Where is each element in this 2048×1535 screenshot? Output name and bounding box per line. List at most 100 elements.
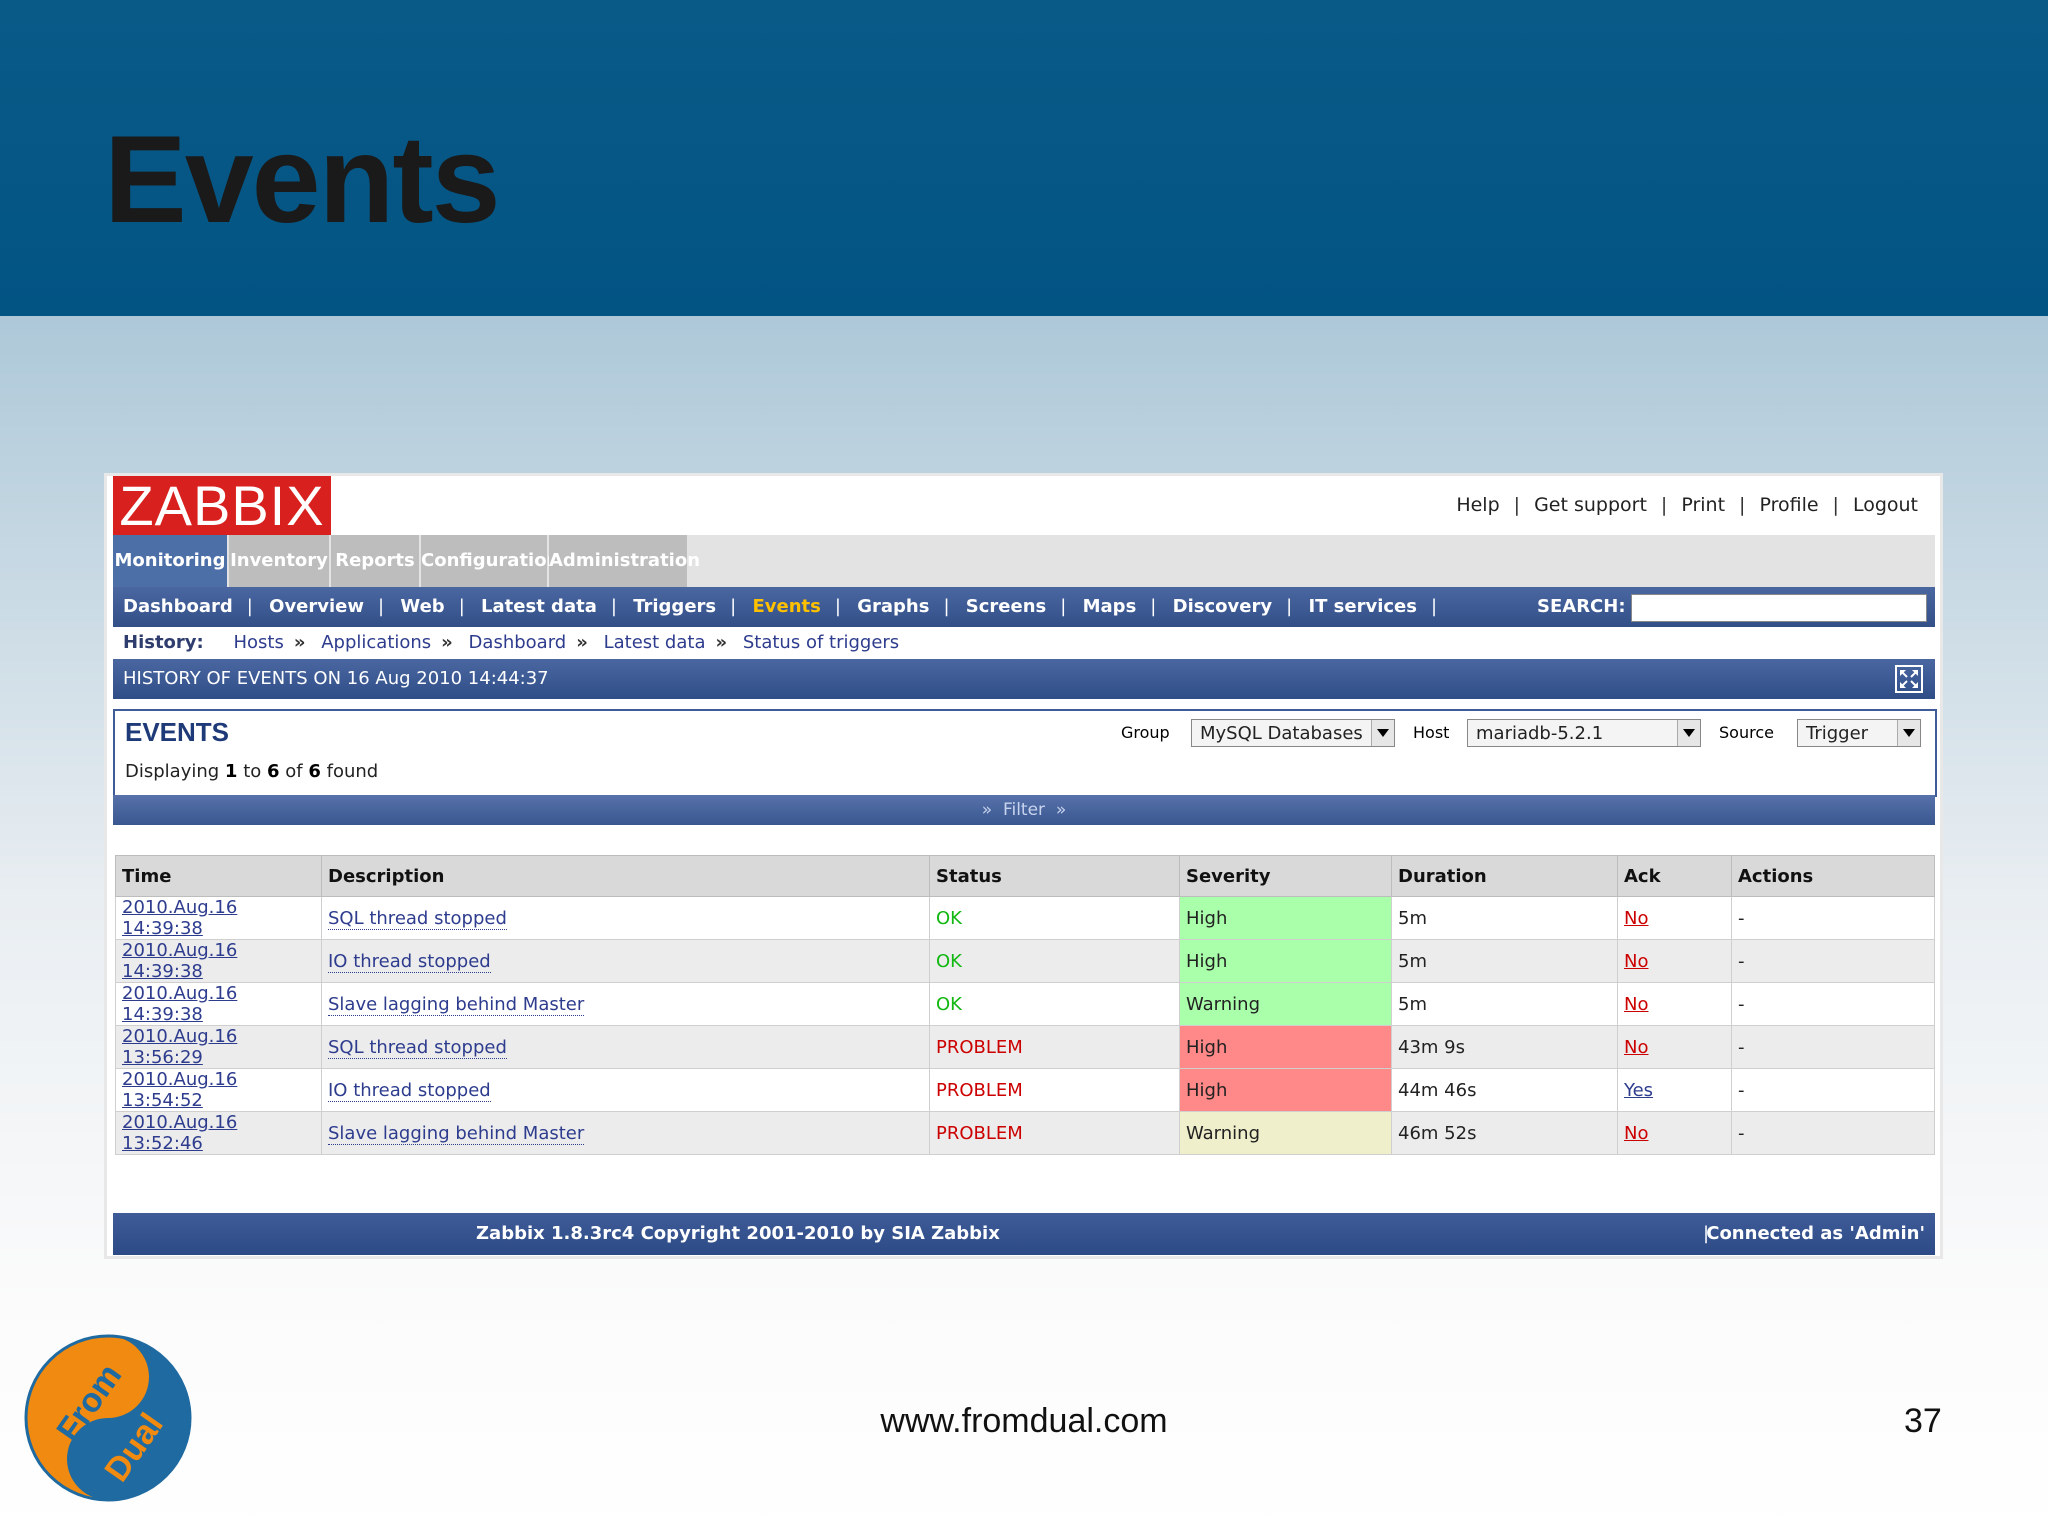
app-footer: Zabbix 1.8.3rc4 Copyright 2001-2010 by S…: [113, 1213, 1935, 1255]
event-time-link[interactable]: 2010.Aug.16 13:56:29: [122, 1026, 238, 1068]
event-time-link[interactable]: 2010.Aug.16 13:54:52: [122, 1069, 238, 1111]
table-row: 2010.Aug.16 13:52:46 Slave lagging behin…: [115, 1111, 1935, 1155]
slide-header: Events: [0, 0, 2048, 316]
history-status-of-triggers[interactable]: Status of triggers: [742, 632, 900, 653]
ack-link[interactable]: No: [1624, 907, 1649, 929]
cell-status: OK: [929, 982, 1180, 1026]
connected-as-text: Connected as 'Admin': [1706, 1223, 1925, 1244]
sub-nav: Dashboard | Overview | Web | Latest data | T…: [113, 587, 1935, 627]
logout-link[interactable]: Logout: [1852, 494, 1918, 516]
group-select[interactable]: MySQL Databases: [1191, 719, 1395, 747]
chevron-down-icon: [1371, 720, 1394, 746]
cell-severity: Warning: [1179, 982, 1392, 1026]
filter-toggle[interactable]: » Filter »: [113, 795, 1935, 825]
event-time-link[interactable]: 2010.Aug.16 14:39:38: [122, 897, 238, 939]
subnav-it-services[interactable]: IT services: [1308, 596, 1417, 617]
search-input[interactable]: [1631, 594, 1927, 622]
table-row: 2010.Aug.16 13:54:52 IO thread stopped P…: [115, 1068, 1935, 1112]
double-chevron-down-icon: »: [981, 800, 993, 820]
event-time-link[interactable]: 2010.Aug.16 14:39:38: [122, 983, 238, 1025]
ack-link[interactable]: Yes: [1624, 1079, 1654, 1101]
cell-actions: -: [1731, 1025, 1935, 1069]
event-description-link[interactable]: IO thread stopped: [328, 950, 491, 973]
cell-description: IO thread stopped: [321, 939, 930, 983]
col-header-duration[interactable]: Duration: [1391, 855, 1618, 897]
subnav-web[interactable]: Web: [400, 596, 445, 617]
tab-monitoring[interactable]: Monitoring: [113, 535, 227, 587]
event-time-link[interactable]: 2010.Aug.16 13:52:46: [122, 1112, 238, 1154]
page-number: 37: [1904, 1402, 1942, 1440]
event-description-link[interactable]: SQL thread stopped: [328, 1036, 507, 1059]
subnav-dashboard[interactable]: Dashboard: [123, 596, 233, 617]
cell-ack: No: [1617, 939, 1732, 983]
subnav-overview[interactable]: Overview: [269, 596, 365, 617]
history-hosts[interactable]: Hosts: [233, 632, 284, 653]
section-title: HISTORY OF EVENTS ON 16 Aug 2010 14:44:3…: [123, 668, 549, 689]
cell-description: SQL thread stopped: [321, 896, 930, 940]
events-title: EVENTS: [125, 717, 230, 747]
cell-severity: High: [1179, 896, 1392, 940]
fromdual-logo: From Dual: [24, 1334, 192, 1502]
history-latest-data[interactable]: Latest data: [603, 632, 706, 653]
event-description-link[interactable]: SQL thread stopped: [328, 907, 507, 930]
ack-link[interactable]: No: [1624, 993, 1649, 1015]
tab-configuration[interactable]: Configuration: [421, 535, 559, 587]
section-header: HISTORY OF EVENTS ON 16 Aug 2010 14:44:3…: [113, 659, 1935, 699]
profile-link[interactable]: Profile: [1759, 494, 1819, 516]
cell-severity: High: [1179, 939, 1392, 983]
col-header-status[interactable]: Status: [929, 855, 1180, 897]
search-label: SEARCH:: [1537, 596, 1626, 617]
cell-status: OK: [929, 939, 1180, 983]
event-description-link[interactable]: IO thread stopped: [328, 1079, 491, 1102]
col-header-description[interactable]: Description: [321, 855, 930, 897]
subnav-triggers[interactable]: Triggers: [633, 596, 717, 617]
subnav-latest-data[interactable]: Latest data: [481, 596, 597, 617]
ack-link[interactable]: No: [1624, 950, 1649, 972]
cell-description: IO thread stopped: [321, 1068, 930, 1112]
cell-severity: High: [1179, 1025, 1392, 1069]
fullscreen-icon[interactable]: [1895, 665, 1923, 693]
event-description-link[interactable]: Slave lagging behind Master: [328, 1122, 585, 1145]
cell-duration: 5m: [1391, 939, 1618, 983]
chevron-down-icon: [1677, 720, 1700, 746]
history-applications[interactable]: Applications: [321, 632, 432, 653]
main-menu: Monitoring Inventory Reports Configurati…: [113, 535, 1935, 587]
cell-actions: -: [1731, 939, 1935, 983]
history-dashboard[interactable]: Dashboard: [468, 632, 567, 653]
breadcrumb-history: History: Hosts» Applications» Dashboard»…: [123, 632, 900, 653]
get-support-link[interactable]: Get support: [1534, 494, 1647, 516]
cell-duration: 44m 46s: [1391, 1068, 1618, 1112]
zabbix-screenshot: ZABBIX Help | Get support | Print | Profile | Lo…: [107, 476, 1940, 1256]
cell-status: PROBLEM: [929, 1068, 1180, 1112]
cell-time: 2010.Aug.16 14:39:38: [115, 896, 322, 940]
cell-severity: High: [1179, 1068, 1392, 1112]
subnav-screens[interactable]: Screens: [965, 596, 1047, 617]
tab-inventory[interactable]: Inventory: [229, 535, 329, 587]
group-label: Group: [1121, 723, 1170, 742]
subnav-events[interactable]: Events: [752, 596, 821, 617]
subnav-maps[interactable]: Maps: [1082, 596, 1137, 617]
event-time-link[interactable]: 2010.Aug.16 14:39:38: [122, 940, 238, 982]
help-link[interactable]: Help: [1456, 494, 1500, 516]
cell-description: SQL thread stopped: [321, 1025, 930, 1069]
col-header-time[interactable]: Time: [115, 855, 322, 897]
print-link[interactable]: Print: [1681, 494, 1726, 516]
event-description-link[interactable]: Slave lagging behind Master: [328, 993, 585, 1016]
cell-ack: Yes: [1617, 1068, 1732, 1112]
cell-ack: No: [1617, 982, 1732, 1026]
tab-administration[interactable]: Administration: [549, 535, 700, 587]
subnav-discovery[interactable]: Discovery: [1172, 596, 1273, 617]
col-header-severity[interactable]: Severity: [1179, 855, 1392, 897]
cell-actions: -: [1731, 896, 1935, 940]
ack-link[interactable]: No: [1624, 1122, 1649, 1144]
tab-reports[interactable]: Reports: [331, 535, 419, 587]
col-header-ack[interactable]: Ack: [1617, 855, 1732, 897]
host-select[interactable]: mariadb-5.2.1: [1467, 719, 1701, 747]
events-header-box: EVENTS Displaying 1 to 6 of 6 found Grou…: [113, 709, 1937, 797]
table-row: 2010.Aug.16 13:56:29 SQL thread stopped …: [115, 1025, 1935, 1069]
source-select[interactable]: Trigger: [1797, 719, 1921, 747]
ack-link[interactable]: No: [1624, 1036, 1649, 1058]
cell-time: 2010.Aug.16 13:56:29: [115, 1025, 322, 1069]
cell-duration: 43m 9s: [1391, 1025, 1618, 1069]
subnav-graphs[interactable]: Graphs: [857, 596, 930, 617]
